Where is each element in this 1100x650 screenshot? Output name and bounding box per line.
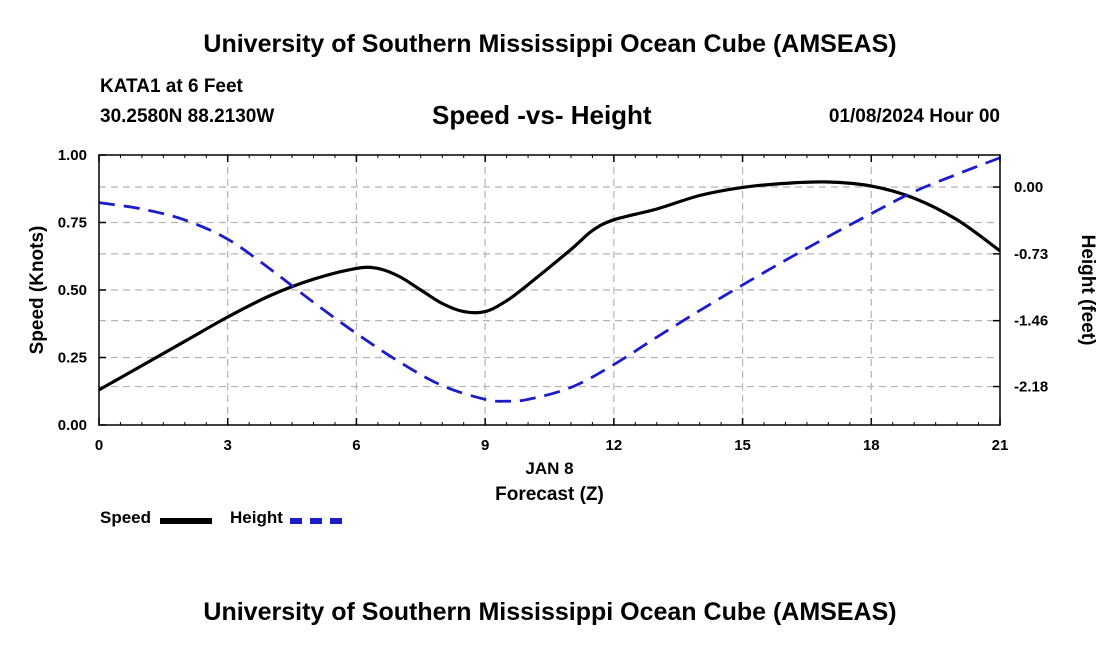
y2-tick-label: -2.18 [1014, 379, 1048, 396]
x-tick-label: 9 [481, 437, 489, 454]
page-title: University of Southern Mississippi Ocean… [203, 30, 897, 58]
series-line-speed [98, 180, 1001, 392]
coordinates-label: 30.2580N 88.2130W [100, 106, 275, 127]
y-tick-label: 0.25 [58, 350, 87, 367]
legend-height-swatch [290, 518, 342, 524]
chart-title: Speed -vs- Height [432, 100, 652, 130]
station-label: KATA1 at 6 Feet [100, 76, 243, 97]
footer-title: University of Southern Mississippi Ocean… [203, 598, 897, 626]
y-tick-label: 0.00 [58, 417, 87, 434]
legend-speed-label: Speed [100, 508, 152, 527]
y2-axis-label: Height (feet) [1077, 235, 1098, 346]
grid [99, 155, 1000, 425]
x-tick-label: 12 [606, 437, 623, 454]
x-tick-label: 3 [224, 437, 232, 454]
x-tick-label: 18 [863, 437, 880, 454]
y2-tick-label: -1.46 [1014, 313, 1048, 330]
x-axis-label: Forecast (Z) [495, 484, 604, 505]
date-hour-label: 01/08/2024 Hour 00 [828, 106, 1000, 127]
legend-height-label: Height [230, 508, 283, 527]
series-line-height [98, 156, 1001, 403]
x-tick-label: 15 [734, 437, 751, 454]
y-tick-label: 0.50 [58, 282, 87, 299]
x-tick-label: 21 [992, 437, 1009, 454]
y2-tick-label: -0.73 [1014, 246, 1048, 263]
x-axis-sublabel: JAN 8 [525, 459, 573, 478]
axis-ticks: 0 3 6 9 12 15 18 21 0.00 0.25 0.50 0.75 1.00 0.00 -0.7… [58, 147, 1048, 454]
y-axis-label: Speed (Knots) [27, 226, 48, 355]
x-tick-label: 0 [95, 437, 103, 454]
y-tick-label: 0.75 [58, 215, 87, 232]
legend-speed-swatch [160, 518, 212, 524]
series-group [98, 156, 1001, 403]
y-tick-label: 1.00 [58, 147, 87, 164]
x-tick-label: 6 [352, 437, 360, 454]
y2-tick-label: 0.00 [1014, 179, 1043, 196]
